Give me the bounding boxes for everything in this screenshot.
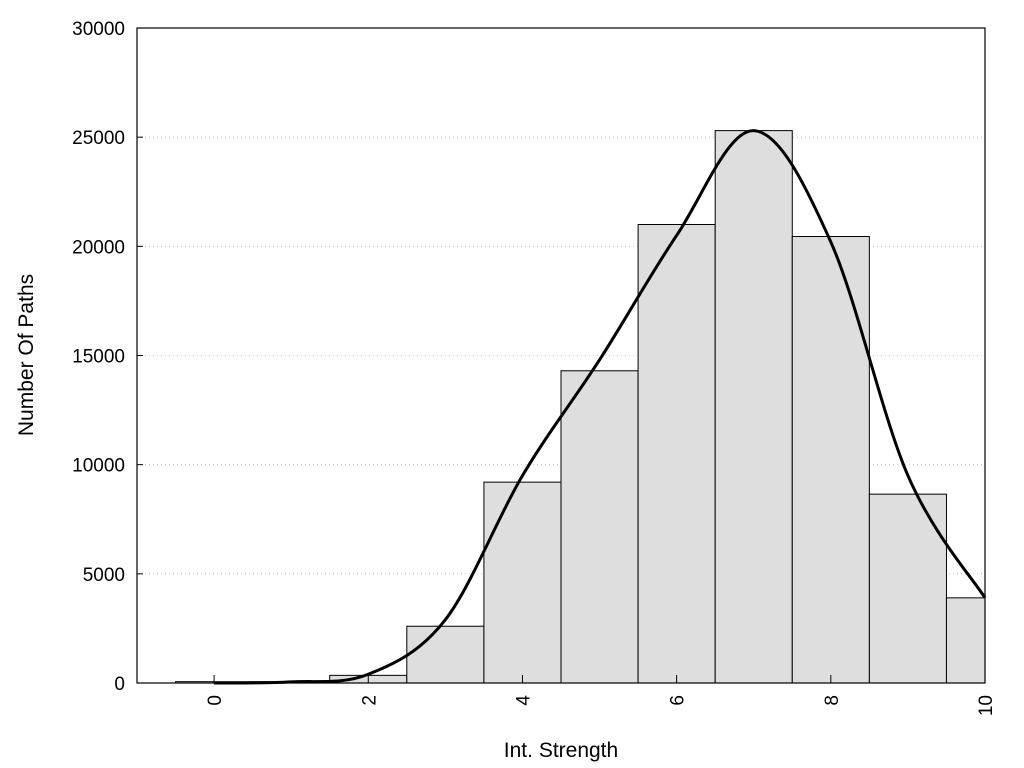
- fit-curve: [214, 129, 987, 685]
- bar-10: [945, 597, 986, 684]
- bar-7: [714, 130, 793, 684]
- x-tick-label-3: 6: [668, 695, 689, 706]
- bar-9: [868, 493, 947, 684]
- x-tick-label-5: 10: [976, 695, 997, 716]
- y-tick-label-4: 20000: [72, 237, 125, 258]
- bar-4: [483, 481, 562, 684]
- x-axis: 0 2 4 6 8 10: [205, 675, 997, 716]
- y-tick-label-2: 10000: [72, 456, 125, 477]
- y-tick-label-3: 15000: [72, 347, 125, 368]
- bar-3: [406, 625, 485, 684]
- bar-8: [791, 236, 870, 684]
- bars: [175, 130, 986, 684]
- x-axis-title: Int. Strength: [504, 739, 618, 762]
- y-axis-title: Number Of Paths: [15, 274, 38, 436]
- y-tick-label-5: 25000: [72, 128, 125, 149]
- y-axis: 0 5000 10000 15000 20000 25000 30000: [72, 19, 143, 695]
- x-tick-label-4: 8: [822, 695, 843, 706]
- bar-5: [560, 370, 639, 684]
- bar-6: [637, 224, 716, 684]
- x-tick-label-1: 2: [359, 695, 380, 706]
- y-tick-label-0: 0: [114, 674, 125, 695]
- x-tick-label-0: 0: [205, 695, 226, 706]
- fit-curve-line: [214, 129, 987, 685]
- y-tick-label-1: 5000: [83, 565, 125, 586]
- x-tick-label-2: 4: [513, 695, 534, 706]
- y-tick-label-6: 30000: [72, 19, 125, 40]
